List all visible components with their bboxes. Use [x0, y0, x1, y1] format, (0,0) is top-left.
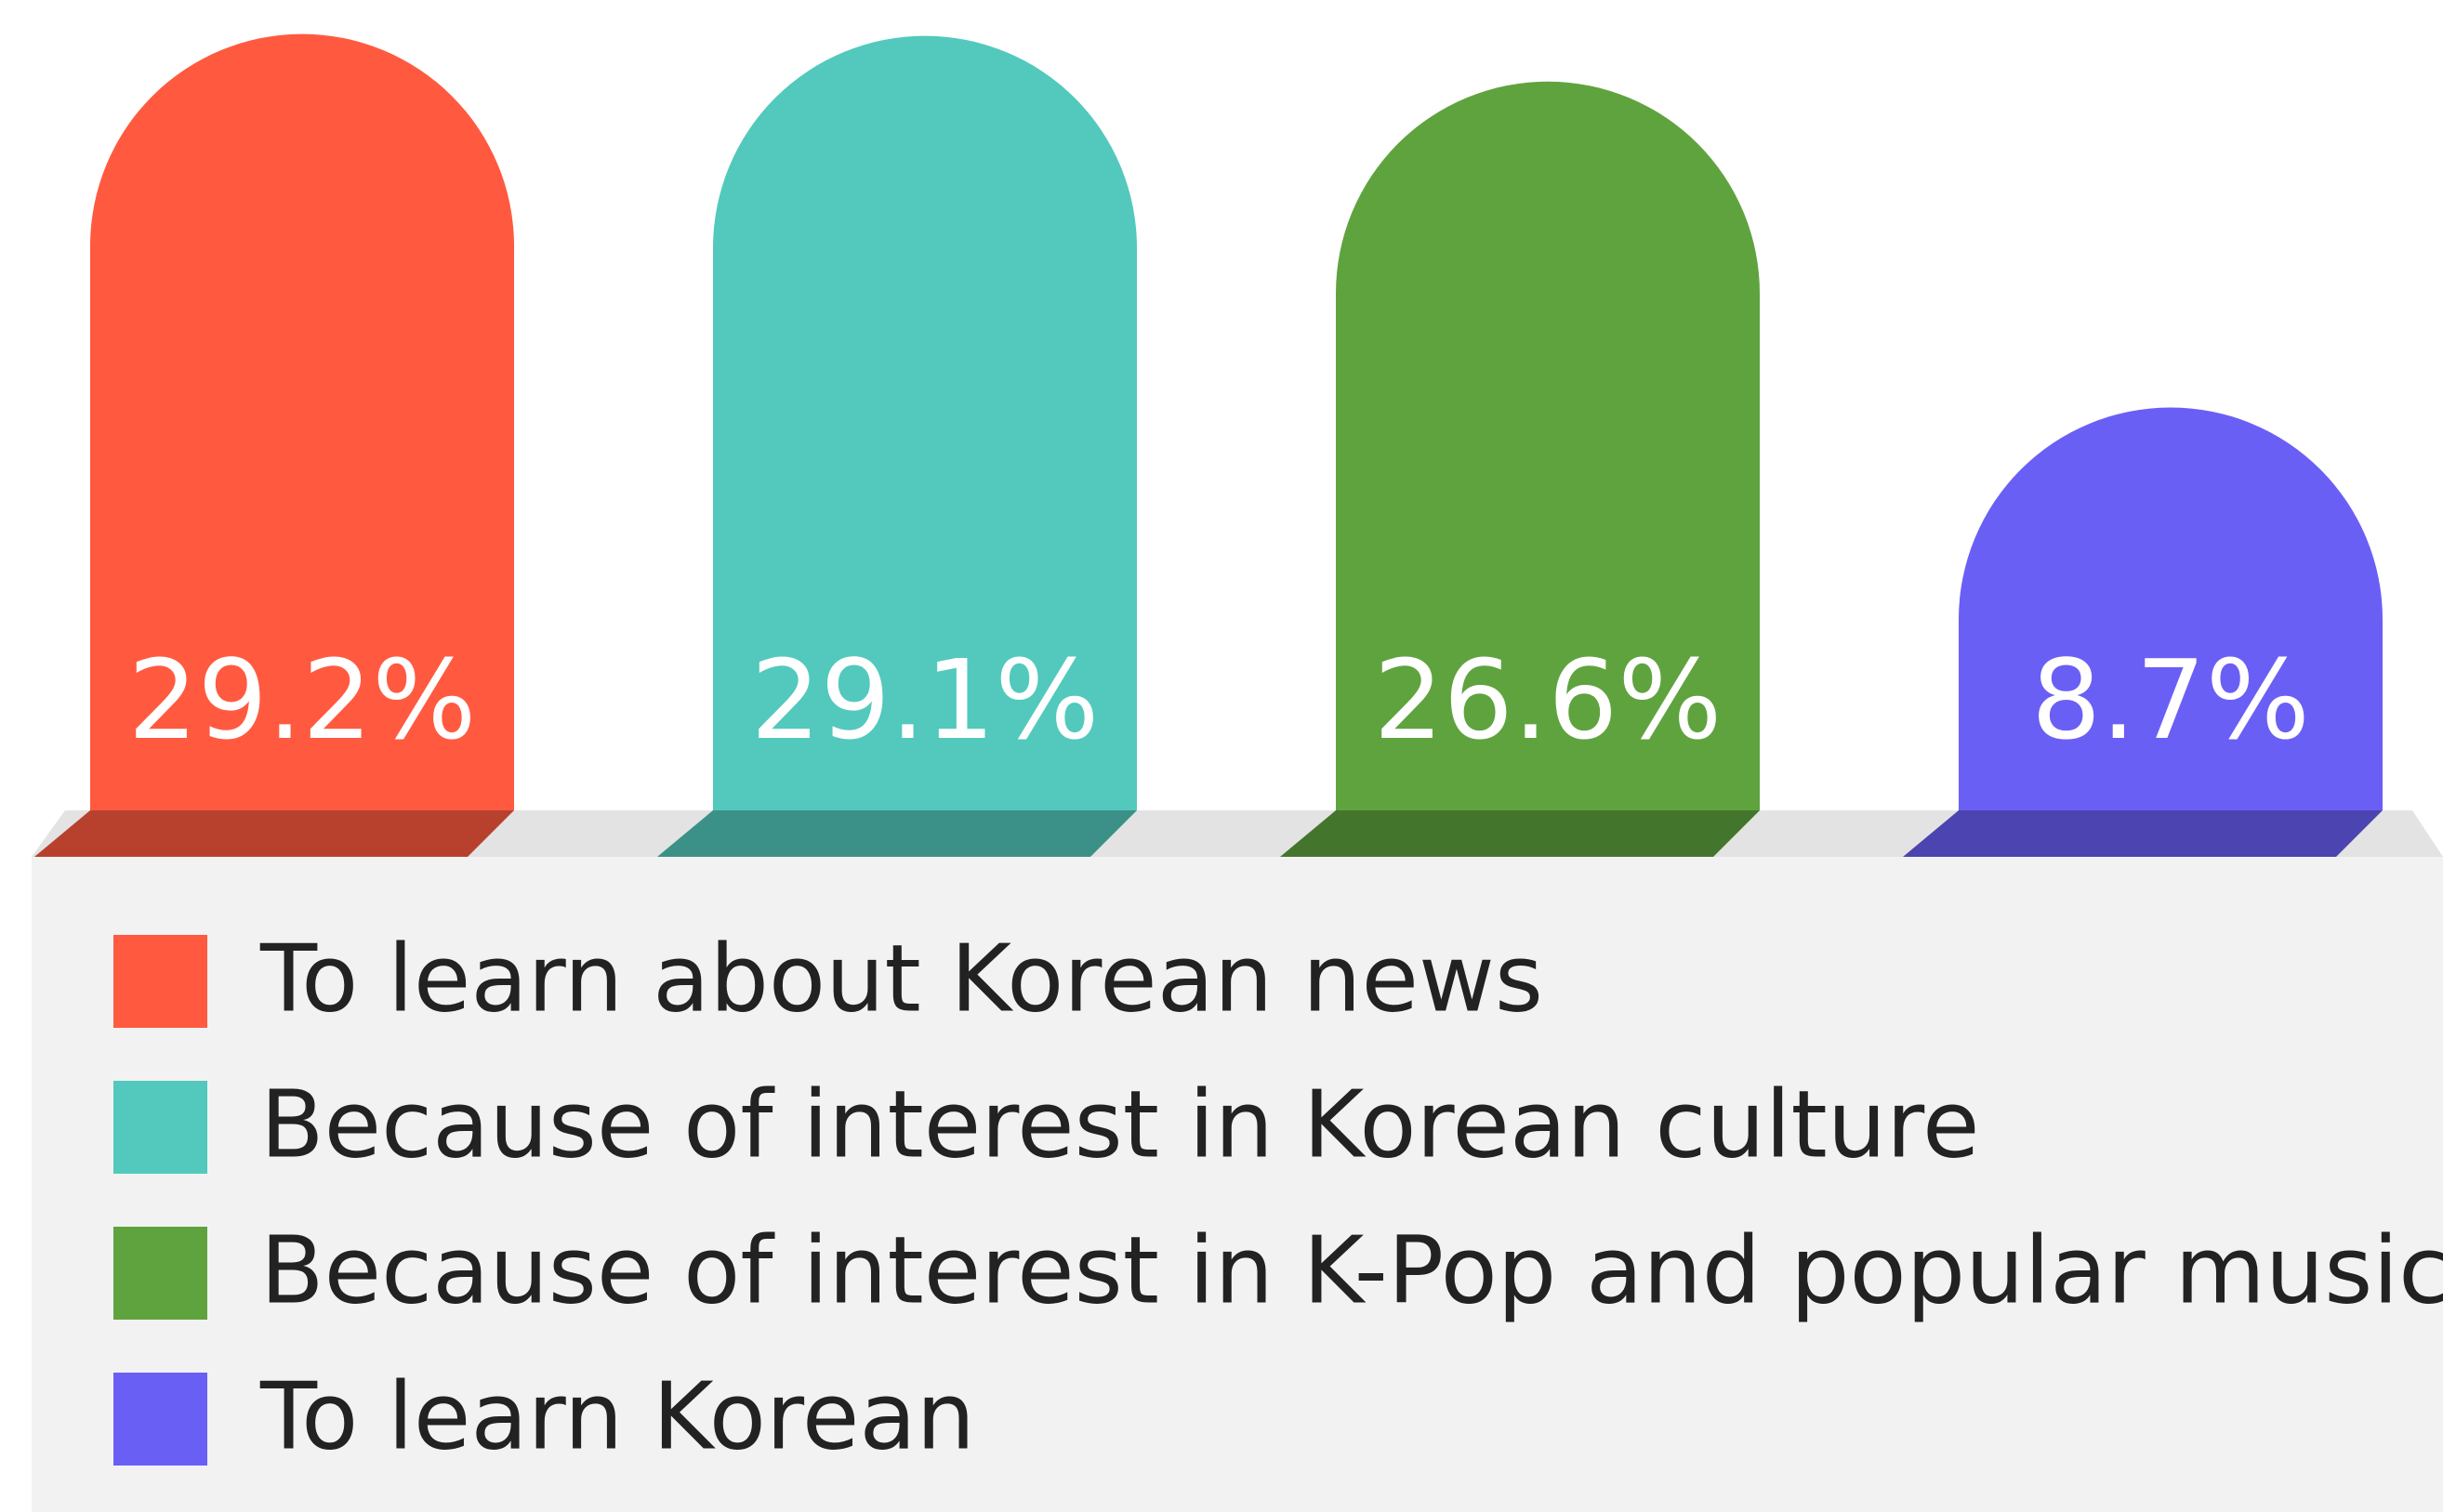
legend-label: To learn about Korean news — [259, 924, 1543, 1032]
bar-ledge — [657, 810, 1137, 857]
bar — [713, 35, 1137, 811]
legend-panel — [32, 857, 2443, 1512]
bar-ledge — [1903, 810, 2383, 857]
value-label: 29.2% — [128, 636, 477, 764]
bar — [1336, 81, 1760, 810]
bar-ledge — [34, 810, 514, 857]
legend-swatch — [113, 935, 207, 1028]
bar-ledge — [1280, 810, 1760, 857]
value-label: 26.6% — [1374, 636, 1723, 764]
legend-swatch — [113, 1227, 207, 1320]
ledge — [32, 810, 2443, 857]
bar — [90, 33, 514, 811]
legend-label: Because of interest in Korean culture — [260, 1070, 1980, 1178]
value-label: 8.7% — [2031, 636, 2310, 764]
bar — [1959, 407, 2383, 810]
value-label: 29.1% — [751, 636, 1100, 764]
legend-swatch — [113, 1081, 207, 1174]
legend-label: To learn Korean — [259, 1361, 975, 1470]
legend-label: Because of interest in K-Pop and popular… — [260, 1216, 2443, 1324]
legend-swatch — [113, 1373, 207, 1466]
